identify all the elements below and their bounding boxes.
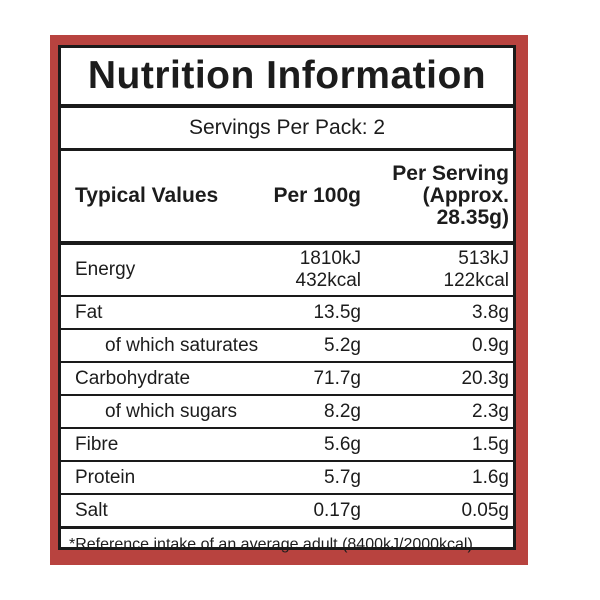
value-text: 20.3g bbox=[461, 367, 509, 389]
value-cell: 3.8g bbox=[361, 302, 509, 324]
value-cell: 5.7g bbox=[261, 467, 361, 489]
value-text: 1.6g bbox=[472, 466, 509, 488]
value-cell: 8.2g bbox=[261, 401, 361, 423]
value-cell: 1.6g bbox=[361, 467, 509, 489]
table-row: Fat 13.5g 3.8g bbox=[61, 297, 513, 330]
value-cell: 1810kJ 432kcal bbox=[261, 248, 362, 292]
row-label: Protein bbox=[75, 466, 136, 488]
header-line: Per Serving bbox=[392, 162, 509, 185]
row-label: of which sugars bbox=[105, 400, 238, 422]
servings: Servings Per Pack: 2 bbox=[61, 108, 513, 151]
row-label: Fibre bbox=[75, 433, 119, 455]
row-label: of which saturates bbox=[105, 334, 259, 356]
value-text: 122kcal bbox=[443, 270, 510, 291]
value-text: 5.2g bbox=[324, 334, 361, 356]
value-text: 5.7g bbox=[324, 466, 361, 488]
value-text: 0.05g bbox=[461, 499, 509, 521]
value-cell: 0.17g bbox=[261, 500, 361, 522]
value-cell: 71.7g bbox=[261, 368, 361, 390]
row-label: Energy bbox=[75, 259, 136, 280]
value-text: 1810kJ bbox=[299, 248, 361, 269]
value-cell: 13.5g bbox=[261, 302, 361, 324]
value-cell: 513kJ 122kcal bbox=[361, 248, 510, 292]
value-cell: 20.3g bbox=[361, 368, 509, 390]
header-line: (Approx. bbox=[422, 184, 509, 207]
value-text: 71.7g bbox=[313, 367, 361, 389]
value-text: 13.5g bbox=[313, 301, 361, 323]
table-row: Protein 5.7g 1.6g bbox=[61, 462, 513, 495]
package-background: Nutrition Information Servings Per Pack:… bbox=[50, 35, 528, 565]
value-cell: 2.3g bbox=[361, 401, 509, 423]
value-cell: 0.9g bbox=[361, 335, 509, 357]
value-text: 8.2g bbox=[324, 400, 361, 422]
value-text: 1.5g bbox=[472, 433, 509, 455]
value-text: 5.6g bbox=[324, 433, 361, 455]
value-text: 0.9g bbox=[472, 334, 509, 356]
value-text: 432kcal bbox=[295, 270, 362, 291]
table-row: Fibre 5.6g 1.5g bbox=[61, 429, 513, 462]
value-cell: 5.2g bbox=[261, 335, 361, 357]
value-cell: 1.5g bbox=[361, 434, 509, 456]
header-row: Typical Values Per 100g Per Serving (App… bbox=[61, 151, 513, 245]
header-line: 28.35g) bbox=[436, 206, 509, 229]
value-text: 3.8g bbox=[472, 301, 509, 323]
table-row: Energy 1810kJ 432kcal 513kJ 122kcal bbox=[61, 245, 513, 297]
nutrition-label: Nutrition Information Servings Per Pack:… bbox=[58, 45, 516, 553]
value-text: 2.3g bbox=[472, 400, 509, 422]
table-body: Energy 1810kJ 432kcal 513kJ 122kcal Fat 13.5g 3… bbox=[61, 245, 513, 526]
table-row: of which sugars 8.2g 2.3g bbox=[61, 396, 513, 429]
table-row: Carbohydrate 71.7g 20.3g bbox=[61, 363, 513, 396]
row-label: Fat bbox=[75, 301, 103, 323]
footnote: *Reference intake of an average adult (8… bbox=[61, 526, 513, 560]
table-row: of which saturates 5.2g 0.9g bbox=[61, 330, 513, 363]
row-label: Carbohydrate bbox=[75, 367, 191, 389]
value-cell: 5.6g bbox=[261, 434, 361, 456]
header-cell: Per 100g bbox=[273, 184, 361, 207]
row-label: Salt bbox=[75, 499, 108, 521]
header-cell: Typical Values bbox=[75, 184, 219, 207]
label-title: Nutrition Information bbox=[61, 48, 513, 108]
table-row: Salt 0.17g 0.05g bbox=[61, 495, 513, 526]
value-cell: 0.05g bbox=[361, 500, 509, 522]
value-text: 0.17g bbox=[313, 499, 361, 521]
header-cell: Per Serving (Approx. 28.35g) bbox=[361, 163, 509, 229]
value-text: 513kJ bbox=[458, 248, 509, 269]
